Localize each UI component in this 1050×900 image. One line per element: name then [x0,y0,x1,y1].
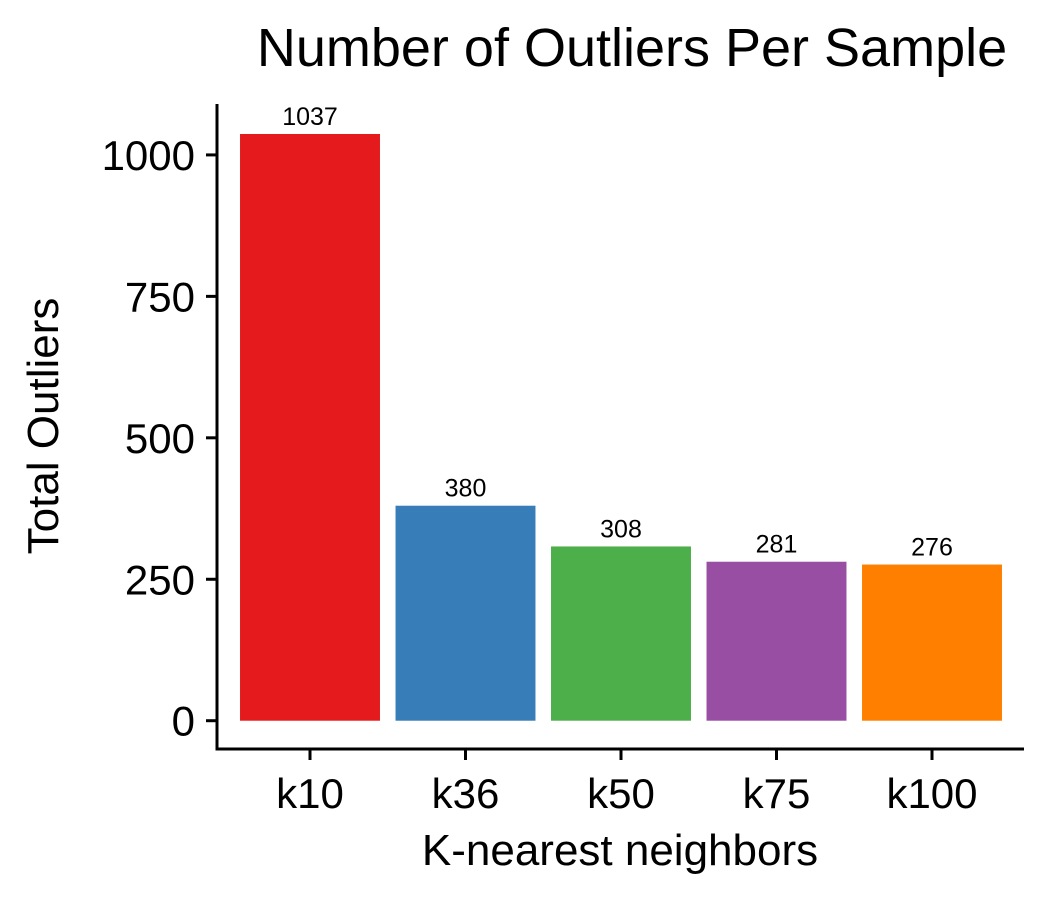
x-tick-label-k75: k75 [743,770,811,817]
x-axis-ticks: k10 k36 k50 k75 k100 [276,749,978,817]
x-tick-label-k100: k100 [886,770,977,817]
data-label-k75: 281 [756,531,798,559]
y-tick-label-0: 0 [172,698,195,745]
x-tick-label-k50: k50 [587,770,655,817]
data-label-k50: 308 [600,515,642,543]
bar-k10 [240,133,380,721]
data-label-k36: 380 [445,475,487,503]
y-tick-label-750: 750 [125,273,195,320]
plot-area: 1037 380 308 281 276 [240,103,1002,721]
data-label-k10: 1037 [282,103,338,131]
bar-k36 [395,505,536,721]
y-tick-label-250: 250 [125,556,195,603]
x-axis-title: K-nearest neighbors [422,826,818,875]
data-label-k100: 276 [911,534,953,562]
y-tick-label-1000: 1000 [102,132,195,179]
chart-title: Number of Outliers Per Sample [257,18,1007,78]
y-axis-ticks: 0 250 500 750 1000 [102,132,217,745]
bar-k100 [862,564,1002,721]
x-tick-label-k10: k10 [276,770,344,817]
bar-k75 [706,561,847,721]
y-axis-title: Total Outliers [19,298,68,555]
bar-k50 [551,546,691,721]
y-tick-label-500: 500 [125,415,195,462]
x-tick-label-k36: k36 [432,770,500,817]
